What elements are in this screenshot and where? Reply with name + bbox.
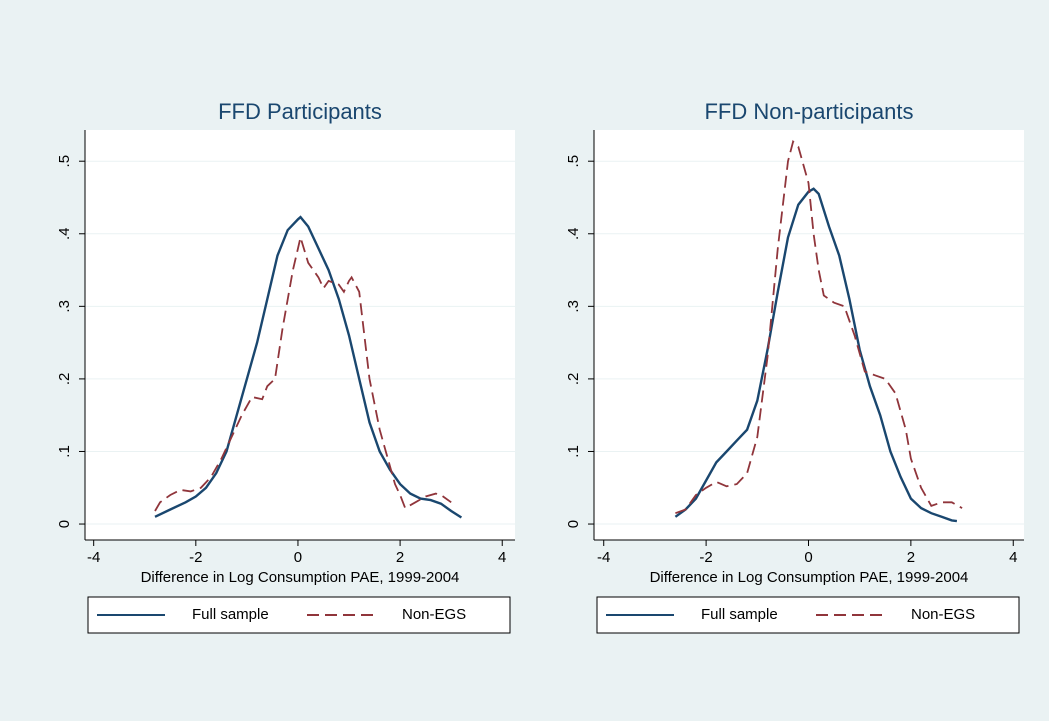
x-axis-label: Difference in Log Consumption PAE, 1999-… [650, 569, 969, 586]
x-tick-label: -2 [699, 549, 712, 566]
legend: Full sample Non-EGS [87, 596, 511, 634]
x-tick-label: -2 [189, 549, 202, 566]
plot-area [85, 130, 515, 540]
legend-label: Non-EGS [911, 606, 975, 623]
chart-title: FFD Non-participants [704, 99, 913, 124]
panel: FFD Participants 0 .1 .2 .3 .4 .5 -4 -2 0 2 4 Differ… [56, 99, 515, 634]
density-line [675, 139, 963, 515]
density-line [154, 215, 463, 519]
chart-title: FFD Participants [218, 99, 382, 124]
y-tick-label: .3 [565, 300, 582, 313]
x-tick-label: 4 [1009, 549, 1017, 566]
y-tick-label: .5 [56, 155, 73, 168]
plot-area [594, 130, 1024, 540]
x-axis-label: Difference in Log Consumption PAE, 1999-… [141, 569, 460, 586]
x-tick-label: 2 [396, 549, 404, 566]
y-tick-label: .5 [565, 155, 582, 168]
y-tick-label: 0 [565, 520, 582, 528]
density-line [674, 187, 958, 523]
y-tick-label: 0 [56, 520, 73, 528]
legend-label: Full sample [192, 606, 269, 623]
density-line [154, 233, 452, 512]
y-tick-label: .4 [565, 228, 582, 241]
x-tick-label: 0 [294, 549, 302, 566]
y-tick-label: .2 [565, 373, 582, 386]
legend: Full sample Non-EGS [596, 596, 1020, 634]
legend-label: Full sample [701, 606, 778, 623]
x-tick-label: -4 [597, 549, 610, 566]
x-tick-label: 2 [907, 549, 915, 566]
y-tick-label: .2 [56, 373, 73, 386]
y-tick-label: .1 [56, 445, 73, 458]
y-tick-label: .1 [565, 445, 582, 458]
x-tick-label: 0 [804, 549, 812, 566]
panel: FFD Non-participants 0 .1 .2 .3 .4 .5 -4 -2 0 2 4 Di… [565, 99, 1024, 634]
y-tick-label: .4 [56, 228, 73, 241]
y-tick-label: .3 [56, 300, 73, 313]
legend-label: Non-EGS [402, 606, 466, 623]
x-tick-label: -4 [87, 549, 100, 566]
x-tick-label: 4 [498, 549, 506, 566]
